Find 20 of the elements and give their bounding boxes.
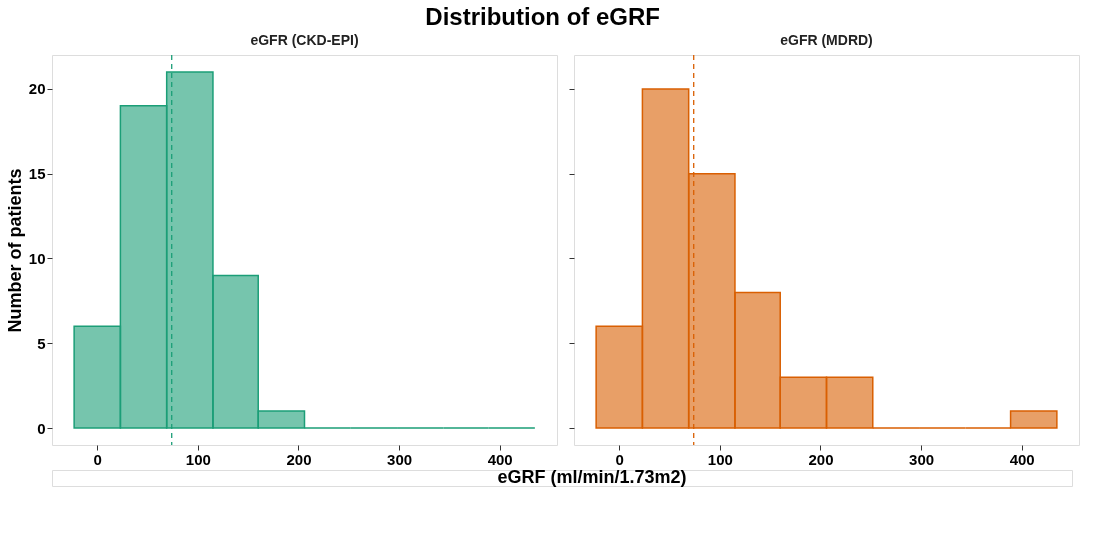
x-tick-label: 300 xyxy=(909,450,935,468)
chart-subtitle: eGFR (MDRD) xyxy=(780,32,873,49)
x-tick-label: 300 xyxy=(387,450,413,468)
y-tick-label: 0 xyxy=(37,419,46,437)
y-axis-title: Number of patients xyxy=(4,168,25,333)
y-tick-label: 20 xyxy=(28,80,46,98)
x-tick-label: 0 xyxy=(93,450,102,468)
x-axis-title: eGRF (ml/min/1.73m2) xyxy=(497,467,687,487)
chart-title: Distribution of eGRF xyxy=(425,2,660,30)
x-tick-label: 400 xyxy=(487,450,513,468)
y-tick-label: 15 xyxy=(28,165,46,183)
y-tick-label: 10 xyxy=(28,249,46,267)
x-tick-label: 100 xyxy=(185,450,211,468)
x-tick-label: 200 xyxy=(286,450,312,468)
x-tick-label: 400 xyxy=(1009,450,1035,468)
chart-subtitle: eGFR (CKD-EPI) xyxy=(250,32,359,49)
x-tick-label: 100 xyxy=(707,450,733,468)
y-tick-label: 5 xyxy=(37,334,46,352)
x-tick-label: 200 xyxy=(808,450,834,468)
x-tick-label: 0 xyxy=(615,450,624,468)
